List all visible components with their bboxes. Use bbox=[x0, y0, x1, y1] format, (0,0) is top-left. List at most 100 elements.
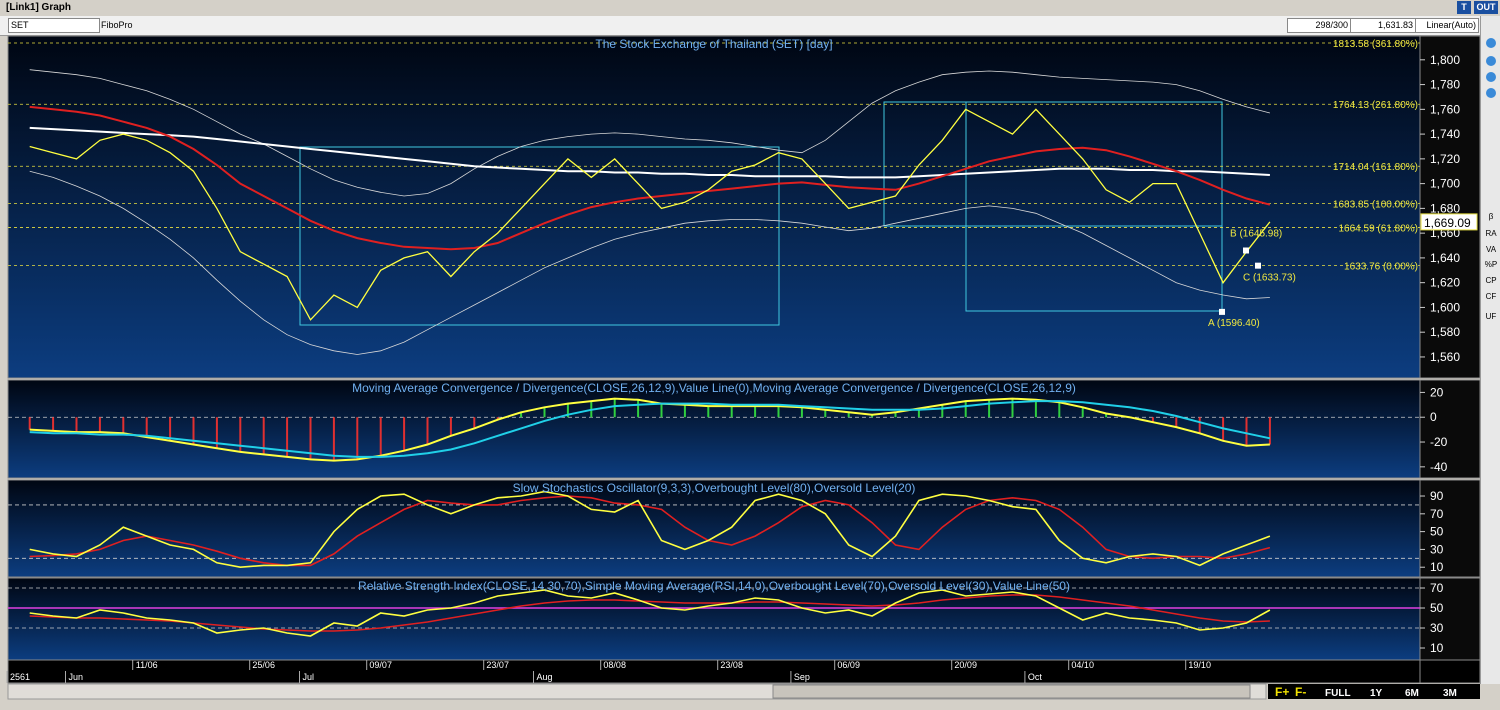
tool-button[interactable]: %P bbox=[1484, 260, 1498, 269]
tool-icon[interactable] bbox=[1486, 38, 1496, 48]
y-tick-label: -20 bbox=[1430, 435, 1448, 449]
tool-button[interactable]: UF bbox=[1485, 312, 1497, 321]
last-value: 1,631.83 bbox=[1350, 18, 1416, 33]
tool-icon[interactable] bbox=[1486, 72, 1496, 82]
series-line bbox=[29, 108, 1271, 321]
pivot-label: A (1596.40) bbox=[1208, 318, 1260, 329]
y-tick-label: 1,640 bbox=[1430, 251, 1460, 265]
month-label: Jul bbox=[303, 672, 315, 682]
pivot-marker bbox=[1255, 262, 1261, 269]
plot bbox=[8, 490, 1420, 569]
y-tick-label: 30 bbox=[1430, 621, 1444, 635]
x-tick-label: 23/07 bbox=[486, 660, 509, 670]
series-line bbox=[29, 126, 1270, 179]
series-line bbox=[29, 490, 1271, 569]
pivot-marker bbox=[1243, 247, 1249, 254]
title-bar: [Link1] Graph T OUT bbox=[0, 0, 1500, 16]
series-line bbox=[29, 69, 1271, 197]
y-tick-label: 0 bbox=[1430, 410, 1437, 424]
y-tick-label: 90 bbox=[1430, 489, 1444, 503]
y-tick-label: 10 bbox=[1430, 641, 1444, 655]
scroll-thumb[interactable] bbox=[772, 684, 1251, 699]
pivot-marker bbox=[1219, 308, 1225, 315]
panel-background bbox=[7, 577, 1421, 661]
footer-button[interactable]: 3M bbox=[1443, 688, 1457, 699]
fib-label: 1714.04 (161.80%) bbox=[1333, 162, 1418, 173]
axis-background bbox=[1419, 479, 1480, 578]
plot bbox=[8, 397, 1420, 462]
t-button[interactable]: T bbox=[1457, 1, 1471, 14]
series-line bbox=[29, 170, 1270, 355]
y-tick-label: 1,780 bbox=[1430, 78, 1460, 92]
series-line bbox=[29, 495, 1271, 567]
panel-title: Moving Average Convergence / Divergence(… bbox=[352, 381, 1076, 395]
panel-title: Relative Strength Index(CLOSE,14,30,70),… bbox=[358, 579, 1070, 593]
x-tick-label: 09/07 bbox=[369, 660, 392, 670]
y-tick-label: 1,560 bbox=[1430, 350, 1460, 364]
y-tick-label: 50 bbox=[1430, 525, 1444, 539]
footer-button[interactable]: F+ bbox=[1275, 685, 1289, 699]
fib-label: 1813.58 (361.80%) bbox=[1333, 39, 1418, 50]
footer-button[interactable]: 6M bbox=[1405, 688, 1419, 699]
y-tick-label: 1,680 bbox=[1430, 201, 1460, 215]
y-tick-label: 1,600 bbox=[1430, 300, 1460, 314]
month-label: Sep bbox=[794, 672, 810, 682]
plot bbox=[8, 42, 1420, 355]
pivot-label: B (1645.98) bbox=[1230, 229, 1282, 240]
y-tick-label: 1,740 bbox=[1430, 127, 1460, 141]
tool-button[interactable]: RA bbox=[1485, 229, 1497, 238]
y-tick-label: 50 bbox=[1430, 601, 1444, 615]
symbol-input[interactable]: SET bbox=[8, 18, 100, 33]
x-tick-label: 25/06 bbox=[252, 660, 275, 670]
window-title: [Link1] Graph bbox=[6, 2, 72, 13]
out-button[interactable]: OUT bbox=[1474, 1, 1498, 14]
panel-title: Slow Stochastics Oscillator(9,3,3),Overb… bbox=[513, 481, 916, 495]
right-toolbar: β RA VA %P CP CF UF bbox=[1480, 16, 1500, 684]
month-label: Oct bbox=[1028, 672, 1043, 682]
plot bbox=[8, 587, 1420, 637]
last-price-tag bbox=[1420, 213, 1478, 231]
x-tick-label: 04/10 bbox=[1071, 660, 1094, 670]
series-line bbox=[29, 400, 1271, 458]
footer-button[interactable]: 1Y bbox=[1370, 688, 1383, 699]
footer-bar bbox=[1268, 684, 1480, 699]
x-tick-label: 08/08 bbox=[603, 660, 626, 670]
y-tick-label: 70 bbox=[1430, 581, 1444, 595]
month-label: Aug bbox=[537, 672, 553, 682]
study-name: FiboPro bbox=[101, 20, 133, 30]
y-tick-label: 1,800 bbox=[1430, 53, 1460, 67]
x-tick-label: 06/09 bbox=[837, 660, 860, 670]
y-tick-label: -40 bbox=[1430, 460, 1448, 474]
scale-select[interactable]: Linear(Auto) bbox=[1415, 18, 1479, 33]
series-line bbox=[29, 589, 1271, 637]
panel-background bbox=[7, 35, 1421, 379]
fib-label: 1664.59 (61.80%) bbox=[1338, 223, 1418, 234]
fib-label: 1764.13 (261.80%) bbox=[1333, 100, 1418, 111]
box-annotation bbox=[965, 101, 1223, 312]
footer-button[interactable]: F- bbox=[1295, 685, 1306, 699]
x-tick-label: 11/06 bbox=[136, 660, 158, 670]
panel-title: The Stock Exchange of Thailand (SET) [da… bbox=[595, 37, 832, 51]
y-tick-label: 1,580 bbox=[1430, 325, 1460, 339]
x-tick-label: 23/08 bbox=[720, 660, 743, 670]
series-line bbox=[29, 105, 1271, 251]
month-label: Jun bbox=[69, 672, 84, 682]
y-tick-label: 1,760 bbox=[1430, 102, 1460, 116]
month-label: 2561 bbox=[10, 672, 30, 682]
tool-icon[interactable] bbox=[1486, 56, 1496, 66]
fib-label: 1683.85 (100.00%) bbox=[1333, 200, 1418, 211]
tool-button[interactable]: CP bbox=[1485, 276, 1497, 285]
tool-icon[interactable] bbox=[1486, 88, 1496, 98]
axis-background bbox=[1419, 577, 1480, 661]
box-annotation bbox=[299, 146, 780, 326]
tool-button[interactable]: VA bbox=[1485, 245, 1497, 254]
tool-button[interactable]: β bbox=[1488, 212, 1494, 221]
axis-background bbox=[1419, 35, 1480, 379]
panel-background bbox=[7, 479, 1421, 578]
tool-button[interactable]: CF bbox=[1485, 292, 1497, 301]
footer-button[interactable]: FULL bbox=[1325, 688, 1351, 699]
series-line bbox=[29, 397, 1270, 462]
y-tick-label: 1,700 bbox=[1430, 177, 1460, 191]
